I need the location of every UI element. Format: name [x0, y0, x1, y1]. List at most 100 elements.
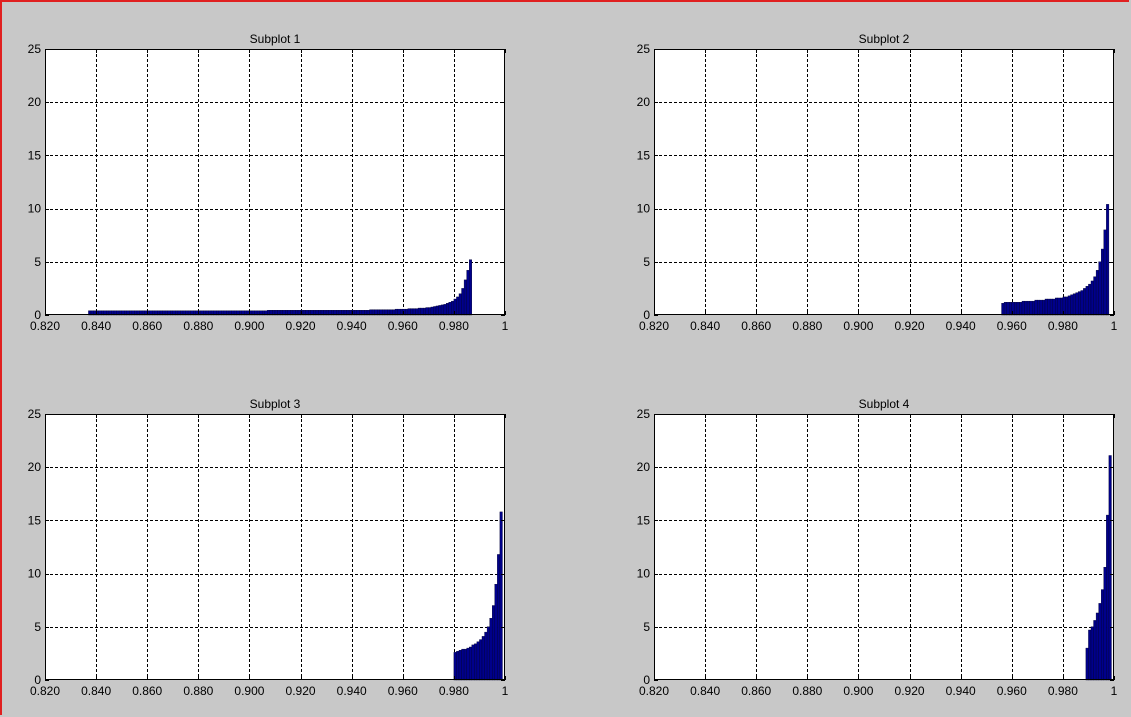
histogram-bar: [1037, 299, 1041, 316]
axes-frame: [654, 414, 1114, 680]
x-tick-label: 0.980: [439, 319, 469, 333]
histogram-bar: [466, 270, 470, 316]
y-tick-label: 25: [637, 42, 651, 56]
y-tick-label: 5: [643, 620, 650, 634]
y-tick-label: 0: [643, 673, 650, 687]
histogram-bar: [420, 307, 424, 316]
x-tick-label: 0.860: [741, 684, 771, 698]
axes-background: [45, 49, 505, 315]
histogram-bar: [1039, 299, 1043, 316]
y-tick-label: 15: [637, 148, 651, 162]
histogram-bar: [1103, 567, 1107, 681]
y-tick-label: 5: [34, 255, 41, 269]
histogram-bar: [461, 648, 465, 681]
histogram-bar: [474, 643, 478, 681]
histogram-bar: [458, 293, 462, 316]
y-tick-label: 15: [28, 513, 42, 527]
histogram-bar: [484, 631, 488, 681]
x-tick-label: 0.900: [234, 319, 264, 333]
histogram-bar: [1095, 612, 1099, 681]
x-tick-label: 0.880: [792, 684, 822, 698]
histogram-bar: [1070, 294, 1074, 316]
x-tick-label: 1: [1111, 319, 1118, 333]
histogram-bar: [463, 648, 467, 681]
histogram-bar: [1009, 302, 1012, 316]
histogram-bar: [1049, 298, 1053, 316]
y-tick-label: 0: [34, 308, 41, 322]
y-tick-label: 10: [28, 567, 42, 581]
histogram-bar: [430, 306, 434, 316]
y-tick-label: 10: [637, 567, 651, 581]
histogram-bar: [1014, 302, 1018, 316]
histogram-bar: [443, 304, 447, 316]
y-tick-label: 0: [643, 308, 650, 322]
histogram-bar: [1055, 297, 1058, 316]
subplot-title: Subplot 2: [859, 32, 910, 46]
histogram-bar: [1034, 299, 1038, 316]
histogram-bar: [1024, 300, 1028, 316]
axes-frame: [45, 49, 505, 315]
histogram-bar: [1042, 299, 1046, 316]
histogram-bar: [425, 307, 429, 316]
histogram-bar: [1057, 297, 1061, 316]
histogram-bar: [479, 639, 483, 681]
histogram-bar: [1101, 589, 1104, 681]
histogram-bar: [1006, 302, 1010, 316]
axes-frame: [45, 414, 505, 680]
histogram-bar: [440, 304, 444, 316]
histogram-bar: [1098, 603, 1102, 681]
histogram-bar: [1103, 229, 1107, 316]
histogram-bar: [1032, 300, 1035, 316]
subplot-4: 0.820 0.840 0.860 0.880 0.900 0.920 0.940 0.960…: [637, 397, 1118, 698]
histogram-bar: [489, 618, 493, 681]
histogram-bar: [1067, 295, 1071, 316]
histogram-bar: [453, 652, 457, 681]
histogram-bar: [1029, 300, 1033, 316]
subplot-2: 0.820 0.840 0.860 0.880 0.900 0.920 0.940 0.960…: [637, 32, 1118, 333]
histogram-bar: [423, 307, 426, 316]
histogram-bar: [463, 279, 467, 316]
histogram-bar: [1108, 455, 1112, 681]
histogram-bar: [451, 300, 455, 316]
axes-background: [654, 49, 1114, 315]
y-tick-label: 0: [34, 673, 41, 687]
x-tick-label: 0.940: [946, 684, 976, 698]
histogram-bar: [446, 303, 449, 316]
histogram-bar: [1085, 286, 1089, 316]
histogram-bar: [1098, 261, 1102, 316]
axes-background: [654, 414, 1114, 680]
histogram-bar: [1003, 302, 1007, 316]
histogram-bar: [456, 651, 460, 681]
x-tick-label: 1: [1111, 684, 1118, 698]
x-tick-label: 0.980: [439, 684, 469, 698]
x-tick-label: 0.960: [388, 319, 418, 333]
histogram-bar: [448, 302, 452, 316]
histogram-bar: [435, 305, 439, 316]
x-tick-label: 0.900: [843, 319, 873, 333]
histogram-bar: [497, 554, 501, 681]
histogram-bar: [1021, 300, 1025, 316]
x-tick-label: 0.980: [1048, 684, 1078, 698]
x-tick-label: 0.900: [234, 684, 264, 698]
histogram-bar: [1047, 298, 1051, 316]
y-tick-label: 20: [28, 460, 42, 474]
axes-frame: [654, 49, 1114, 315]
histogram-bar: [469, 646, 472, 681]
histogram-bar: [438, 305, 442, 316]
histogram-bar: [1016, 302, 1020, 316]
histogram-bar: [1085, 647, 1089, 681]
subplot-title: Subplot 3: [250, 397, 301, 411]
histogram-bar: [456, 296, 460, 316]
x-tick-label: 0.960: [997, 319, 1027, 333]
histogram-bar: [1090, 626, 1094, 681]
histogram-bar: [1072, 293, 1076, 316]
x-tick-label: 0.820: [639, 319, 669, 333]
x-tick-label: 0.880: [183, 319, 213, 333]
subplot-title: Subplot 4: [859, 397, 910, 411]
x-tick-label: 0.920: [286, 319, 316, 333]
x-tick-label: 0.840: [81, 319, 111, 333]
histogram-bar: [494, 584, 498, 681]
x-tick-label: 0.820: [639, 684, 669, 698]
